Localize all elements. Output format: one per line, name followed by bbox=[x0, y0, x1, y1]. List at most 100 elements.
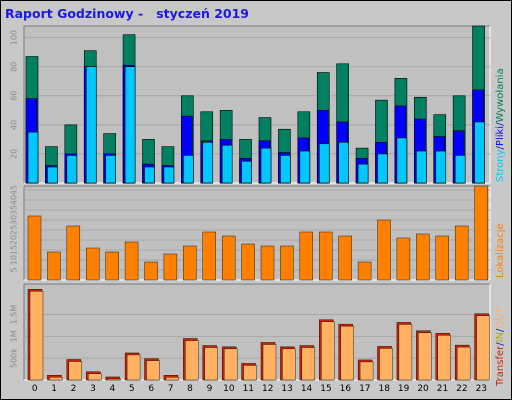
strony-bar-3 bbox=[85, 66, 97, 184]
lokalizacje-bar-21 bbox=[435, 235, 449, 281]
transfer-ytick-label: 500k bbox=[10, 348, 19, 368]
strony-pliki-wywolania-ytick-label: 40 bbox=[10, 120, 19, 130]
strony-bar-2 bbox=[66, 155, 78, 184]
out-bar-20 bbox=[418, 332, 432, 381]
strony-bar-21 bbox=[435, 150, 447, 184]
xtick-label-11: 11 bbox=[243, 384, 254, 394]
strony-bar-23 bbox=[474, 121, 485, 184]
legend-transfer-part: IN bbox=[495, 332, 506, 342]
out-bar-0 bbox=[29, 291, 44, 381]
lokalizacje-ytick-label: 40 bbox=[10, 195, 19, 205]
lokalizacje-bar-1 bbox=[47, 251, 61, 281]
strony-bar-17 bbox=[357, 163, 369, 184]
strony-bar-5 bbox=[124, 66, 136, 184]
lokalizacje-bar-0 bbox=[27, 215, 42, 281]
lokalizacje-bar-23 bbox=[474, 185, 488, 281]
xtick-label-5: 5 bbox=[129, 384, 135, 394]
xtick-label-10: 10 bbox=[223, 384, 235, 394]
xtick-label-20: 20 bbox=[417, 384, 429, 394]
strony-bar-14 bbox=[299, 150, 311, 184]
out-bar-11 bbox=[243, 365, 257, 381]
lokalizacje-bar-19 bbox=[396, 237, 411, 281]
lokalizacje-plot-area bbox=[24, 186, 490, 280]
lokalizacje-bar-15 bbox=[319, 231, 333, 281]
legend-transfer-part: / bbox=[495, 342, 506, 346]
strony-bar-1 bbox=[47, 166, 58, 184]
xtick-label-7: 7 bbox=[168, 384, 174, 394]
legend-lokalizacje-part: Lokalizacje bbox=[495, 223, 506, 278]
xtick-label-3: 3 bbox=[90, 384, 96, 394]
out-bar-1 bbox=[49, 377, 63, 381]
out-bar-12 bbox=[262, 344, 277, 381]
legend-strony-pliki-wywolania: Strony/Pliki/Wywołania bbox=[495, 68, 506, 182]
strony-bar-4 bbox=[105, 155, 116, 184]
out-bar-22 bbox=[456, 346, 471, 381]
strony-bar-16 bbox=[338, 141, 349, 184]
out-bar-18 bbox=[379, 348, 393, 381]
strony-bar-19 bbox=[396, 137, 408, 184]
xtick-label-1: 1 bbox=[51, 384, 57, 394]
xtick-label-6: 6 bbox=[148, 384, 154, 394]
lokalizacje-ytick-label: 20 bbox=[10, 235, 19, 245]
lokalizacje-bar-8 bbox=[183, 245, 197, 281]
out-bar-17 bbox=[359, 361, 374, 381]
lokalizacje-bar-3 bbox=[86, 247, 100, 281]
lokalizacje-ytick-label: 15 bbox=[10, 245, 19, 255]
out-bar-19 bbox=[398, 324, 413, 381]
strony-bar-6 bbox=[144, 166, 155, 184]
legend-lokalizacje: Lokalizacje bbox=[495, 223, 506, 278]
xtick-label-21: 21 bbox=[437, 384, 448, 394]
strony-bar-8 bbox=[183, 155, 194, 184]
lokalizacje-bar-13 bbox=[280, 245, 294, 281]
legend-transfer-part: OUT bbox=[495, 306, 506, 328]
lokalizacje-bar-9 bbox=[202, 231, 216, 281]
legend-strony-pliki-wywolania-part: / bbox=[495, 122, 506, 126]
xtick-label-16: 16 bbox=[340, 384, 352, 394]
strony-bar-18 bbox=[377, 153, 388, 184]
lokalizacje-ytick-label: 35 bbox=[10, 205, 19, 215]
out-bar-21 bbox=[437, 335, 451, 381]
strony-pliki-wywolania-plot-area bbox=[24, 26, 490, 183]
lokalizacje-bar-22 bbox=[454, 225, 469, 281]
legend-strony-pliki-wywolania-part: / bbox=[495, 145, 506, 149]
strony-bar-10 bbox=[221, 144, 233, 184]
lokalizacje-bar-20 bbox=[416, 233, 430, 281]
out-bar-13 bbox=[282, 348, 296, 381]
xtick-label-18: 18 bbox=[378, 384, 390, 394]
xtick-label-12: 12 bbox=[262, 384, 273, 394]
transfer-ytick-label: 1.5M bbox=[10, 305, 19, 325]
lokalizacje-bar-17 bbox=[357, 261, 372, 281]
xtick-label-8: 8 bbox=[187, 384, 193, 394]
lokalizacje-bar-16 bbox=[338, 235, 352, 281]
strony-pliki-wywolania-ytick-label: 60 bbox=[10, 91, 19, 101]
lokalizacje-ytick-label: 10 bbox=[10, 255, 19, 265]
xtick-label-14: 14 bbox=[301, 384, 313, 394]
lokalizacje-bar-2 bbox=[66, 225, 81, 281]
out-bar-7 bbox=[165, 377, 180, 381]
out-bar-15 bbox=[321, 321, 335, 381]
lokalizacje-bar-12 bbox=[260, 245, 275, 281]
xtick-label-13: 13 bbox=[281, 384, 292, 394]
lokalizacje-bar-10 bbox=[221, 235, 236, 281]
lokalizacje-bar-18 bbox=[377, 219, 391, 281]
transfer-plot-area bbox=[24, 284, 490, 380]
legend-transfer: Transfer/IN/OUT bbox=[495, 306, 506, 387]
out-bar-14 bbox=[301, 347, 316, 381]
out-bar-9 bbox=[204, 347, 218, 381]
lokalizacje-bar-11 bbox=[241, 243, 255, 281]
out-bar-6 bbox=[146, 360, 160, 381]
out-bar-2 bbox=[68, 361, 83, 381]
strony-bar-13 bbox=[280, 155, 291, 184]
strony-bar-7 bbox=[163, 166, 175, 184]
strony-bar-22 bbox=[454, 155, 466, 184]
xtick-label-0: 0 bbox=[32, 384, 38, 394]
out-bar-16 bbox=[340, 325, 354, 381]
lokalizacje-ytick-label: 30 bbox=[10, 215, 19, 225]
transfer-ytick-label: 1M bbox=[10, 330, 19, 342]
strony-pliki-wywolania-ytick-label: 80 bbox=[10, 62, 19, 72]
lokalizacje-ytick-label: 45 bbox=[10, 185, 19, 195]
lokalizacje-bar-14 bbox=[299, 231, 314, 281]
out-bar-4 bbox=[107, 378, 121, 381]
xtick-label-15: 15 bbox=[320, 384, 331, 394]
